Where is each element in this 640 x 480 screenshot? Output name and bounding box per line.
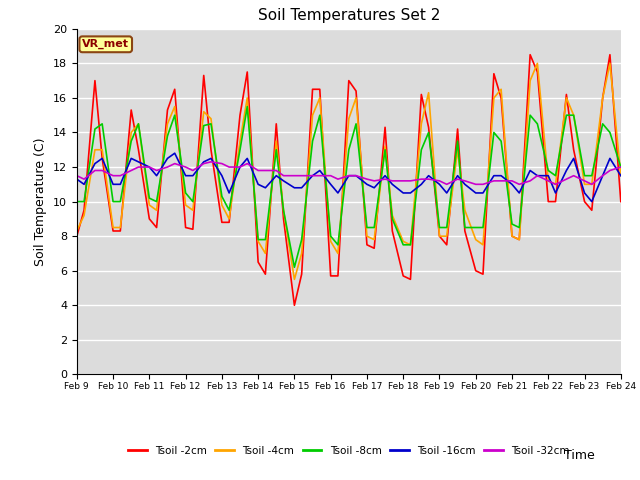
Tsoil -16cm <box>189 173 196 179</box>
Legend: Tsoil -2cm, Tsoil -4cm, Tsoil -8cm, Tsoil -16cm, Tsoil -32cm: Tsoil -2cm, Tsoil -4cm, Tsoil -8cm, Tsoi… <box>124 442 573 460</box>
Tsoil -8cm <box>291 264 298 270</box>
Tsoil -8cm <box>381 147 389 153</box>
Tsoil -4cm <box>563 95 570 101</box>
Tsoil -16cm <box>273 173 280 179</box>
Tsoil -32cm <box>182 164 189 170</box>
Tsoil -2cm <box>200 72 207 78</box>
Tsoil -8cm <box>243 104 251 109</box>
Tsoil -32cm <box>207 159 215 165</box>
Tsoil -4cm <box>262 251 269 256</box>
Tsoil -2cm <box>526 52 534 58</box>
Tsoil -2cm <box>291 302 298 308</box>
Tsoil -2cm <box>406 276 414 282</box>
Tsoil -32cm <box>406 178 414 184</box>
Y-axis label: Soil Temperature (C): Soil Temperature (C) <box>35 137 47 266</box>
Tsoil -4cm <box>406 242 414 248</box>
Tsoil -4cm <box>534 60 541 66</box>
Line: Tsoil -8cm: Tsoil -8cm <box>77 107 621 267</box>
Tsoil -2cm <box>73 233 81 239</box>
Tsoil -4cm <box>617 173 625 179</box>
Tsoil -32cm <box>563 176 570 182</box>
Tsoil -32cm <box>617 164 625 170</box>
Text: VR_met: VR_met <box>82 39 129 49</box>
Tsoil -16cm <box>73 176 81 182</box>
Tsoil -8cm <box>617 164 625 170</box>
Tsoil -8cm <box>563 112 570 118</box>
Tsoil -2cm <box>617 199 625 204</box>
Tsoil -16cm <box>552 190 559 196</box>
Tsoil -16cm <box>207 156 215 161</box>
Tsoil -16cm <box>588 199 596 204</box>
Tsoil -4cm <box>291 276 298 282</box>
Tsoil -16cm <box>171 150 179 156</box>
Tsoil -8cm <box>273 147 280 153</box>
Tsoil -4cm <box>73 228 81 234</box>
Tsoil -8cm <box>73 199 81 204</box>
Tsoil -32cm <box>273 168 280 173</box>
Tsoil -4cm <box>371 237 378 242</box>
Tsoil -32cm <box>73 173 81 179</box>
Tsoil -2cm <box>182 225 189 230</box>
Line: Tsoil -32cm: Tsoil -32cm <box>77 162 621 184</box>
Tsoil -8cm <box>417 147 425 153</box>
Tsoil -32cm <box>200 161 207 167</box>
Line: Tsoil -2cm: Tsoil -2cm <box>77 55 621 305</box>
Tsoil -8cm <box>200 123 207 129</box>
Tsoil -16cm <box>617 173 625 179</box>
Tsoil -8cm <box>182 190 189 196</box>
Tsoil -4cm <box>182 202 189 208</box>
Tsoil -32cm <box>443 181 451 187</box>
Tsoil -4cm <box>200 109 207 115</box>
Tsoil -2cm <box>563 92 570 97</box>
Tsoil -16cm <box>406 190 414 196</box>
Line: Tsoil -16cm: Tsoil -16cm <box>77 153 621 202</box>
Title: Soil Temperatures Set 2: Soil Temperatures Set 2 <box>258 9 440 24</box>
Tsoil -2cm <box>262 271 269 277</box>
Tsoil -16cm <box>371 185 378 191</box>
Tsoil -32cm <box>371 178 378 184</box>
Tsoil -2cm <box>371 245 378 251</box>
Line: Tsoil -4cm: Tsoil -4cm <box>77 63 621 279</box>
Text: Time: Time <box>564 449 595 462</box>
